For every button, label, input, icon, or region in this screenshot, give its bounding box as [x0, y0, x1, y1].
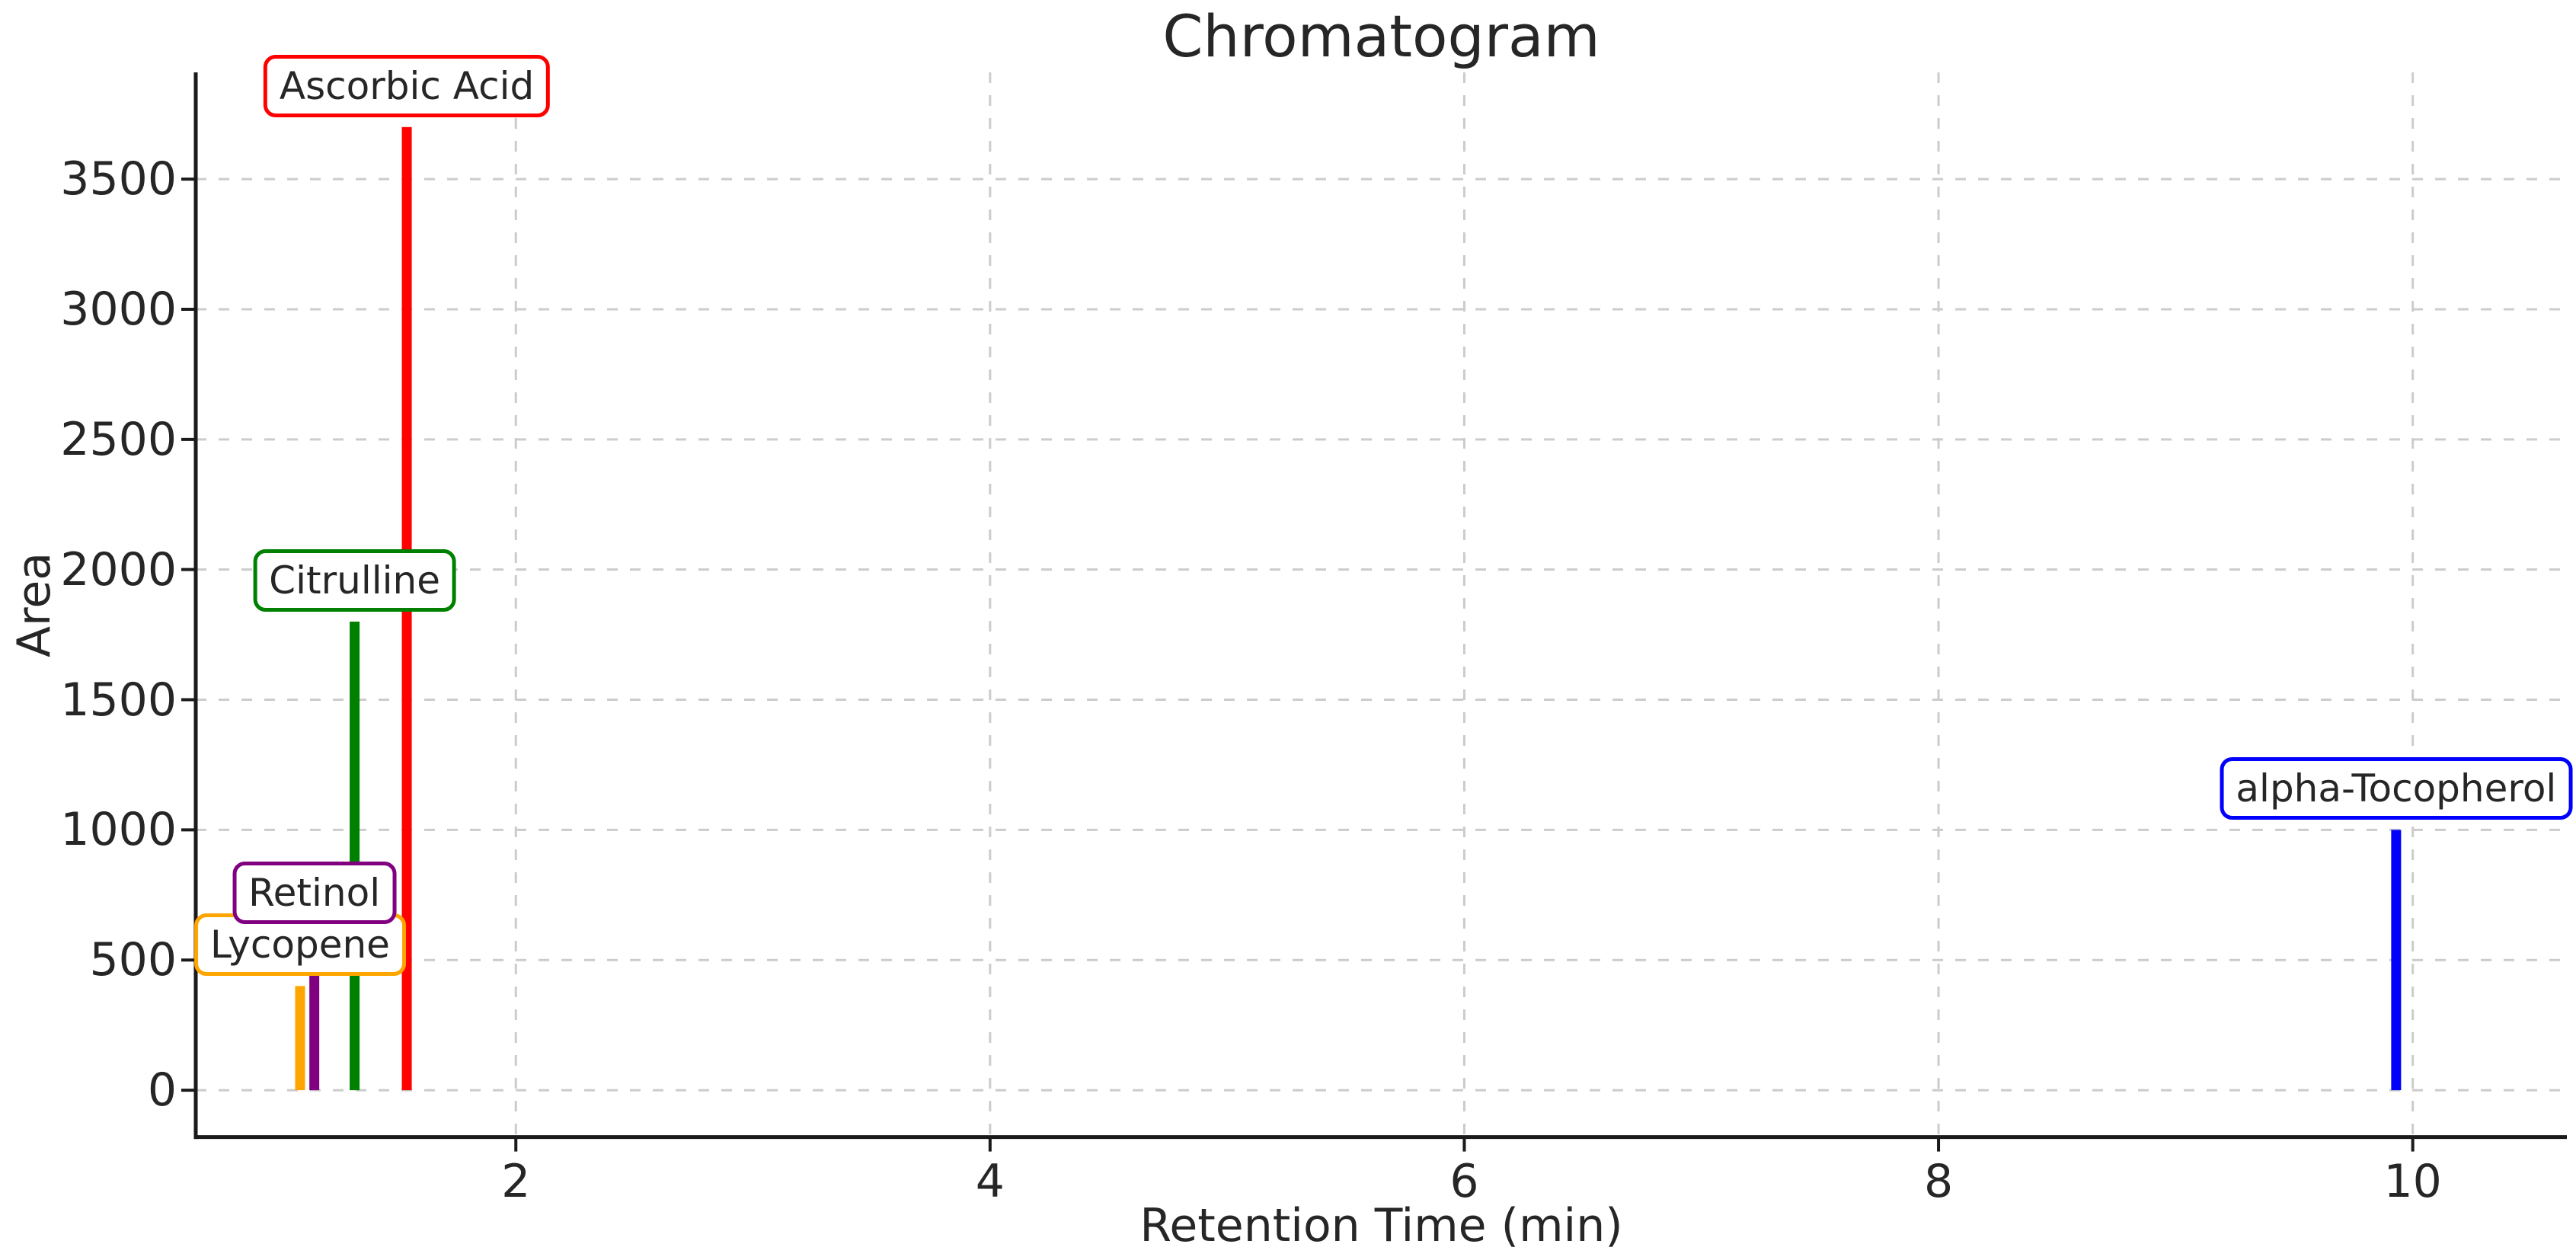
peak-label-retinol: Retinol [232, 862, 397, 925]
chart-title: Chromatogram [1162, 2, 1600, 70]
y-tick-label-0: 0 [147, 1063, 177, 1118]
peak-label-ascorbic-acid: Ascorbic Acid [263, 54, 551, 117]
y-axis-label: Area [8, 552, 61, 657]
x-tick-label-4: 4 [975, 1154, 1005, 1208]
y-tick-label-2000: 2000 [60, 542, 177, 596]
x-tick-label-10: 10 [2383, 1154, 2442, 1208]
y-tick-label-1000: 1000 [60, 803, 177, 857]
x-tick-label-6: 6 [1449, 1154, 1479, 1208]
peak-label-citrulline: Citrulline [253, 549, 456, 612]
y-tick-label-2500: 2500 [60, 412, 177, 466]
peak-label-alpha-tocopherol: alpha-Tocopherol [2220, 757, 2573, 820]
x-tick-label-8: 8 [1923, 1154, 1954, 1208]
y-tick-label-3000: 3000 [60, 282, 177, 336]
y-tick-label-3500: 3500 [60, 152, 177, 206]
x-tick-label-2: 2 [501, 1154, 531, 1208]
y-tick-label-500: 500 [89, 933, 177, 987]
x-axis-label: Retention Time (min) [1139, 1199, 1623, 1252]
y-tick-label-1500: 1500 [60, 673, 177, 727]
